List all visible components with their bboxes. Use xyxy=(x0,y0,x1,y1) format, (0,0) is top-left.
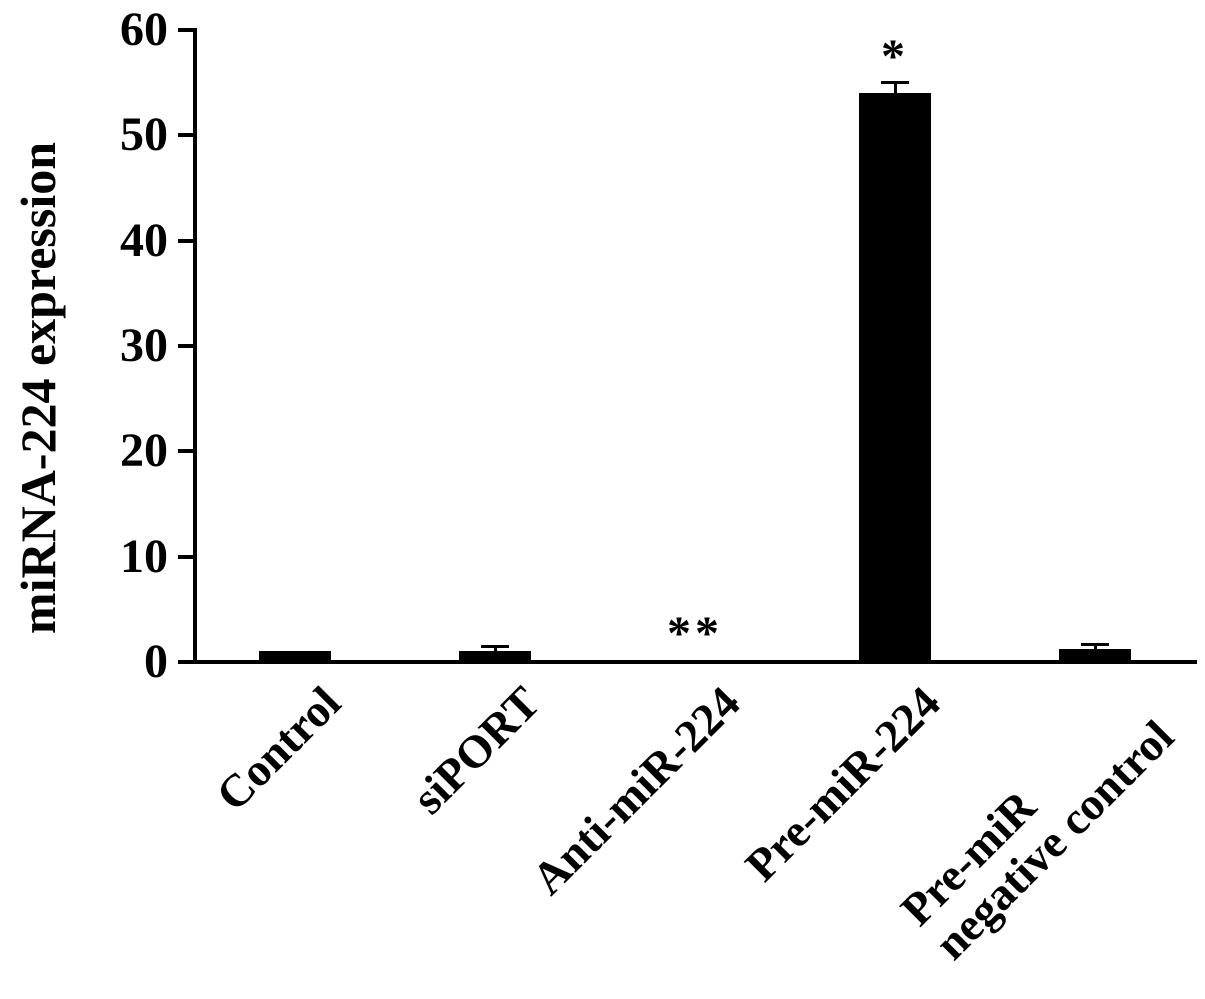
x-tick-label-siport: siPORT xyxy=(402,676,550,824)
x-tick-label-pre-mir-224: Pre-miR-224 xyxy=(735,676,950,891)
y-tick-label: 30 xyxy=(120,319,168,372)
y-tick-mark xyxy=(178,554,193,559)
y-tick-label: 40 xyxy=(120,213,168,267)
significance-marker: ** xyxy=(667,606,723,660)
x-axis-line xyxy=(193,660,1197,664)
error-bar-cap-bottom xyxy=(481,655,509,659)
significance-marker: * xyxy=(881,29,909,83)
y-tick-mark xyxy=(178,449,193,454)
x-tick-label-control: Control xyxy=(205,676,350,821)
error-bar-line xyxy=(1093,644,1097,655)
y-tick-mark xyxy=(178,238,193,243)
bar-pre-mir-224 xyxy=(859,93,931,662)
error-bar-cap-bottom xyxy=(1081,653,1109,657)
y-tick-label: 60 xyxy=(120,3,168,56)
error-bar-line xyxy=(893,82,897,104)
y-tick-mark xyxy=(178,344,193,348)
y-tick-label: 20 xyxy=(120,424,168,478)
y-axis-line xyxy=(193,28,197,664)
error-bar-cap-top xyxy=(881,81,909,85)
y-tick-mark xyxy=(178,660,193,664)
y-tick-label: 10 xyxy=(120,529,168,583)
error-bar-line xyxy=(493,646,497,657)
y-tick-mark xyxy=(178,28,193,32)
bar-control xyxy=(259,651,331,662)
bar-anti-mir-224 xyxy=(659,659,731,662)
y-tick-label: 50 xyxy=(120,108,168,162)
error-bar-cap-top xyxy=(1081,642,1109,646)
x-tick-label-anti-mir-224: Anti-miR-224 xyxy=(522,676,750,905)
error-bar-cap-bottom xyxy=(881,102,909,106)
error-bar-cap-top xyxy=(481,644,509,648)
y-tick-label: 0 xyxy=(144,635,168,688)
y-tick-mark xyxy=(178,133,193,138)
